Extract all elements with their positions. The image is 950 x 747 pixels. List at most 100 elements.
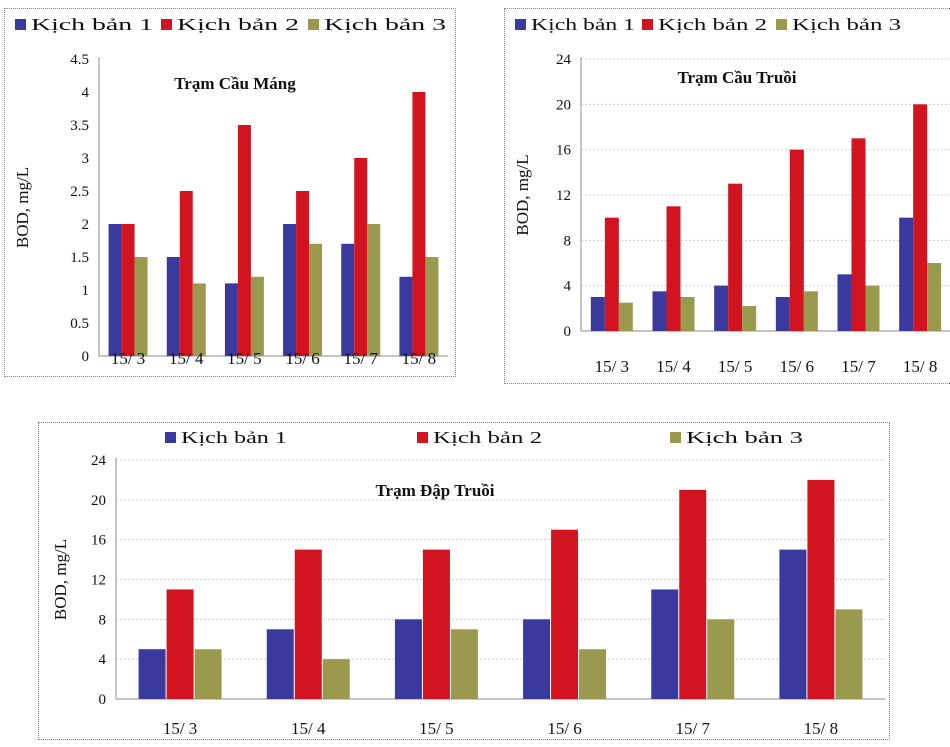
bar-3 (835, 609, 863, 699)
y-tick-label: 2.5 (70, 184, 89, 200)
x-tick-label: 15/ 4 (169, 349, 204, 368)
x-tick-label: 15/ 8 (804, 719, 838, 738)
y-tick-label: 8 (564, 233, 572, 249)
bar-1 (714, 285, 729, 331)
bar-2 (789, 149, 804, 331)
bar-3 (134, 257, 148, 356)
bar-1 (775, 297, 790, 331)
bar-1 (652, 291, 667, 331)
x-tick-label: 15/ 6 (780, 357, 814, 376)
bar-3 (927, 263, 942, 331)
bar-2 (179, 191, 193, 356)
bar-3 (579, 649, 607, 699)
y-axis-label: BOD, mg/L (51, 539, 70, 620)
bar-3 (322, 659, 350, 699)
bar-chart-svg: 0 0.5 1 1.5 2 2.5 3 3.5 4 4.5 15/ 3 15/ 4 15/ 5 15/ 6… (13, 15, 448, 368)
bar-2 (728, 183, 743, 331)
y-tick-label: 16 (91, 533, 107, 549)
x-tick-label: 15/ 5 (419, 719, 453, 738)
bar-2 (296, 191, 310, 356)
legend-label: Kịch bản 3 (324, 15, 446, 34)
bar-2 (807, 479, 835, 699)
bar-2 (604, 217, 619, 331)
bar-2 (121, 224, 135, 356)
legend-swatch-2 (642, 19, 653, 30)
bar-2 (679, 489, 707, 699)
legend-label: Kịch bản 3 (686, 428, 803, 447)
x-tick-label: 15/ 4 (291, 719, 326, 738)
y-axis-label: BOD, mg/L (13, 167, 32, 248)
bar-1 (394, 619, 422, 699)
bar-1 (779, 549, 807, 699)
bar-3 (425, 257, 439, 356)
x-tick-label: 15/ 8 (402, 349, 436, 368)
bar-1 (899, 217, 914, 331)
y-tick-label: 12 (91, 573, 106, 589)
x-tick-label: 15/ 7 (841, 357, 876, 376)
legend-label: Kịch bản 2 (658, 15, 767, 34)
chart-title: Trạm Cầu Máng (174, 74, 296, 93)
bar-2 (294, 549, 322, 699)
bar-3 (250, 276, 264, 356)
y-tick-label: 4 (564, 279, 572, 295)
bar-2 (851, 138, 866, 331)
y-tick-label: 0 (82, 349, 90, 365)
chart-title: Trạm Đập Truồi (375, 481, 494, 500)
bar-1 (590, 297, 605, 331)
y-tick-label: 2 (82, 217, 90, 233)
bar-3 (803, 291, 818, 331)
x-tick-label: 15/ 7 (676, 719, 711, 738)
legend-label: Kịch bản 1 (31, 15, 153, 34)
y-tick-label: 12 (556, 188, 571, 204)
y-tick-label: 4 (99, 652, 107, 668)
y-tick-label: 8 (99, 612, 107, 628)
bar-1 (266, 629, 294, 699)
legend-label: Kịch bản 2 (433, 428, 542, 447)
bar-2 (412, 92, 426, 356)
bar-3 (618, 302, 633, 331)
y-tick-label: 3.5 (70, 118, 89, 134)
legend-swatch-1 (515, 19, 526, 30)
bar-chart-svg: 0 4 8 12 16 20 24 15/ 3 15/ 4 15/ 5 15/ 6 15/ 7 15/ … (513, 15, 950, 376)
bar-1 (341, 243, 355, 356)
x-tick-label: 15/ 6 (547, 719, 581, 738)
y-tick-label: 24 (91, 453, 107, 469)
bar-3 (194, 649, 222, 699)
chart-panel-cau-mang: 0 0.5 1 1.5 2 2.5 3 3.5 4 4.5 15/ 3 15/ 4 15/ 5 15/ 6… (4, 8, 456, 377)
chart-panel-cau-truoi: 0 4 8 12 16 20 24 15/ 3 15/ 4 15/ 5 15/ 6 15/ 7 15/ … (504, 8, 950, 384)
bar-3 (309, 243, 323, 356)
y-tick-label: 16 (556, 143, 572, 159)
y-tick-label: 1.5 (70, 250, 89, 266)
bar-2 (422, 549, 450, 699)
legend-swatch-1 (15, 19, 26, 30)
bar-3 (865, 285, 880, 331)
chart-panel-dap-truoi: 0 4 8 12 16 20 24 15/ 3 15/ 4 15/ 5 15/ 6 15/ 7 15/ … (38, 422, 890, 740)
bar-3 (367, 224, 381, 356)
bar-chart-svg: 0 4 8 12 16 20 24 15/ 3 15/ 4 15/ 5 15/ 6 15/ 7 15/ … (51, 428, 885, 738)
x-tick-label: 15/ 5 (227, 349, 261, 368)
x-tick-label: 15/ 6 (285, 349, 319, 368)
bar-1 (651, 589, 679, 699)
bar-1 (399, 276, 413, 356)
y-tick-label: 0 (564, 324, 572, 340)
x-tick-label: 15/ 3 (163, 719, 197, 738)
bar-2 (166, 589, 194, 699)
legend-swatch-2 (161, 19, 172, 30)
legend-swatch-3 (776, 19, 787, 30)
legend-swatch-3 (308, 19, 319, 30)
legend-swatch-3 (670, 432, 681, 443)
chart-title: Trạm Cầu Truồi (677, 68, 796, 87)
x-tick-label: 15/ 4 (656, 357, 691, 376)
bar-2 (354, 158, 368, 356)
legend-label: Kịch bản 1 (531, 15, 635, 34)
bar-3 (450, 629, 478, 699)
x-tick-label: 15/ 3 (595, 357, 629, 376)
y-tick-label: 20 (91, 493, 106, 509)
y-tick-label: 0 (99, 692, 107, 708)
y-tick-label: 24 (556, 52, 572, 68)
x-tick-label: 15/ 7 (344, 349, 379, 368)
legend-swatch-2 (417, 432, 428, 443)
x-tick-label: 15/ 8 (903, 357, 937, 376)
bar-2 (551, 529, 579, 699)
bar-1 (138, 649, 166, 699)
